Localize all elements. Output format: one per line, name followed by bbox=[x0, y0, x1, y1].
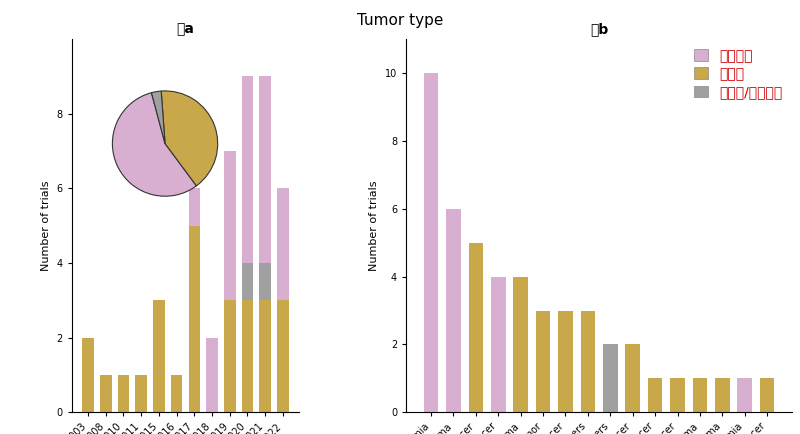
Bar bbox=[558, 310, 573, 412]
Bar bbox=[135, 375, 147, 412]
Bar bbox=[693, 378, 707, 412]
Bar bbox=[514, 276, 528, 412]
Bar bbox=[259, 263, 271, 300]
Bar bbox=[224, 151, 235, 300]
Bar bbox=[536, 310, 550, 412]
Bar bbox=[189, 188, 200, 226]
Title: 图b: 图b bbox=[590, 23, 608, 36]
Bar bbox=[277, 300, 289, 412]
Bar bbox=[100, 375, 111, 412]
Bar bbox=[626, 345, 640, 412]
Y-axis label: Number of trials: Number of trials bbox=[370, 181, 379, 271]
Bar bbox=[259, 76, 271, 263]
Legend: 血液肿瘾, 实体瘾, 实体瘾/血液肿瘾: 血液肿瘾, 实体瘾, 实体瘾/血液肿瘾 bbox=[691, 46, 785, 102]
Bar bbox=[206, 338, 218, 412]
Bar bbox=[171, 375, 182, 412]
Bar bbox=[224, 300, 235, 412]
Bar bbox=[259, 300, 271, 412]
Text: Tumor type: Tumor type bbox=[357, 13, 443, 28]
Bar bbox=[603, 345, 618, 412]
Bar bbox=[491, 276, 506, 412]
Bar bbox=[469, 243, 483, 412]
Bar bbox=[715, 378, 730, 412]
Y-axis label: Number of trials: Number of trials bbox=[41, 181, 51, 271]
Bar bbox=[242, 263, 254, 300]
Bar bbox=[446, 209, 461, 412]
Title: 图a: 图a bbox=[177, 23, 194, 36]
Bar bbox=[242, 76, 254, 263]
Bar bbox=[738, 378, 752, 412]
Bar bbox=[670, 378, 685, 412]
Bar bbox=[189, 226, 200, 412]
Bar bbox=[118, 375, 130, 412]
Bar bbox=[153, 300, 165, 412]
Bar bbox=[82, 338, 94, 412]
Bar bbox=[581, 310, 595, 412]
Bar bbox=[424, 73, 438, 412]
Bar bbox=[648, 378, 662, 412]
Bar bbox=[277, 188, 289, 300]
Bar bbox=[242, 300, 254, 412]
Bar bbox=[760, 378, 774, 412]
